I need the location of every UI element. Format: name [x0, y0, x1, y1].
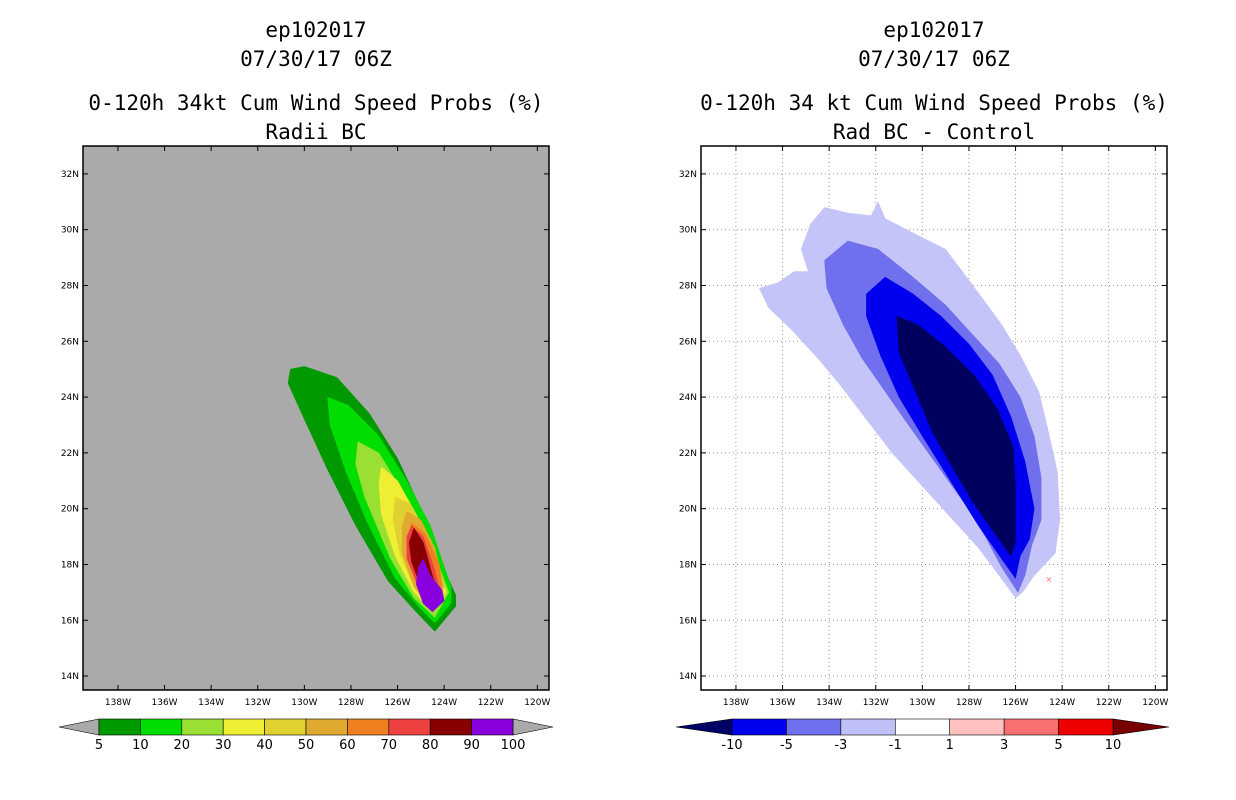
left-colorbar-high-triangle: [512, 718, 554, 736]
left-x-tick-label: 128W: [338, 698, 364, 708]
left-y-tick-label: 28N: [61, 281, 79, 291]
right-y-tick-label: 18N: [679, 560, 697, 570]
right-x-tick-label: 134W: [816, 698, 842, 708]
right-y-tick-label: 26N: [679, 337, 697, 347]
left-y-tick-label: 20N: [61, 505, 79, 515]
right-colorbar-label: 3: [1000, 738, 1008, 753]
right-y-tick-label: 24N: [679, 393, 697, 403]
left-colorbar-swatch: [140, 718, 183, 736]
right-y-tick-label: 16N: [679, 616, 697, 626]
left-colorbar-swatch: [388, 718, 431, 736]
left-colorbar-swatch: [222, 718, 265, 736]
right-colorbar-swatch: [1003, 718, 1059, 736]
left-colorbar-low-triangle: [58, 718, 100, 736]
left-colorbar-label: 100: [501, 738, 526, 753]
left-x-tick-label: 124W: [431, 698, 457, 708]
left-colorbar-label: 80: [422, 738, 439, 753]
right-colorbar-swatch: [731, 718, 787, 736]
left-colorbar-label: 70: [381, 738, 398, 753]
right-colorbar-label: 10: [1105, 738, 1122, 753]
right-colorbar-high-triangle: [1112, 718, 1170, 736]
right-y-tick-label: 20N: [679, 505, 697, 515]
right-colorbar-swatch: [894, 718, 951, 736]
right-x-tick-label: 130W: [909, 698, 935, 708]
right-x-tick-label: 124W: [1049, 698, 1075, 708]
left-x-tick-label: 134W: [198, 698, 224, 708]
left-x-tick-label: 122W: [478, 698, 504, 708]
right-x-tick-label: 120W: [1142, 698, 1168, 708]
left-datetime: 07/30/17 06Z: [240, 47, 392, 71]
left-colorbar-label: 40: [256, 738, 273, 753]
left-storm-id: ep102017: [265, 18, 367, 42]
right-storm-id: ep102017: [883, 18, 985, 42]
left-colorbar-label: 60: [339, 738, 356, 753]
right-x-tick-label: 122W: [1096, 698, 1122, 708]
left-colorbar-label: 5: [95, 738, 103, 753]
right-colorbar-label: -1: [889, 738, 902, 753]
left-x-tick-label: 126W: [385, 698, 411, 708]
right-y-tick-label: 14N: [679, 672, 697, 682]
right-plot-frame: [700, 145, 1168, 691]
left-x-tick-label: 120W: [524, 698, 550, 708]
right-contour-neg10: [896, 315, 1016, 557]
right-x-tick-label: 138W: [723, 698, 749, 708]
left-colorbar-label: 50: [298, 738, 315, 753]
left-colorbar-label: 10: [132, 738, 149, 753]
left-x-tick-label: 132W: [245, 698, 271, 708]
right-y-tick-label: 28N: [679, 281, 697, 291]
right-chart-subtitle: Rad BC - Control: [832, 120, 1036, 144]
left-y-tick-label: 32N: [61, 170, 79, 180]
left-x-tick-label: 130W: [291, 698, 317, 708]
right-colorbar-label: -10: [721, 738, 742, 753]
right-colorbar-label: -5: [780, 738, 793, 753]
left-y-tick-label: 18N: [61, 560, 79, 570]
left-colorbar-swatch: [181, 718, 224, 736]
left-contour-90: [415, 558, 445, 613]
left-y-tick-label: 30N: [61, 226, 79, 236]
right-colorbar-low-triangle: [675, 718, 733, 736]
left-y-tick-label: 14N: [61, 672, 79, 682]
right-colorbar-label: 5: [1054, 738, 1062, 753]
left-x-tick-label: 138W: [105, 698, 131, 708]
left-colorbar-swatch: [264, 718, 307, 736]
right-colorbar-swatch: [949, 718, 1005, 736]
right-colorbar-swatch: [840, 718, 896, 736]
right-x-tick-label: 128W: [956, 698, 982, 708]
right-x-tick-label: 136W: [770, 698, 796, 708]
right-small-positive-marker: ×: [1046, 575, 1053, 584]
right-y-tick-label: 30N: [679, 226, 697, 236]
left-chart-subtitle: Radii BC: [265, 120, 367, 144]
right-datetime: 07/30/17 06Z: [858, 47, 1010, 71]
left-colorbar-swatch: [429, 718, 472, 736]
right-chart-title: 0-120h 34 kt Cum Wind Speed Probs (%): [700, 91, 1168, 115]
left-colorbar-label: 20: [174, 738, 191, 753]
left-y-tick-label: 16N: [61, 616, 79, 626]
right-x-tick-label: 126W: [1003, 698, 1029, 708]
right-colorbar-swatch: [786, 718, 842, 736]
left-colorbar-swatch: [305, 718, 348, 736]
left-colorbar-swatch: [98, 718, 141, 736]
left-colorbar-label: 30: [215, 738, 232, 753]
right-y-tick-label: 22N: [679, 449, 697, 459]
left-colorbar-swatch: [347, 718, 390, 736]
right-colorbar-label: -3: [834, 738, 847, 753]
left-y-tick-label: 26N: [61, 337, 79, 347]
left-y-tick-label: 24N: [61, 393, 79, 403]
left-colorbar-swatch: [471, 718, 514, 736]
left-y-tick-label: 22N: [61, 449, 79, 459]
right-colorbar-label: 1: [946, 738, 954, 753]
left-x-tick-label: 136W: [152, 698, 178, 708]
left-chart-title: 0-120h 34kt Cum Wind Speed Probs (%): [88, 91, 544, 115]
right-colorbar-swatch: [1058, 718, 1114, 736]
left-colorbar-label: 90: [463, 738, 480, 753]
left-plot-frame: [82, 145, 550, 691]
right-y-tick-label: 32N: [679, 170, 697, 180]
right-x-tick-label: 132W: [863, 698, 889, 708]
